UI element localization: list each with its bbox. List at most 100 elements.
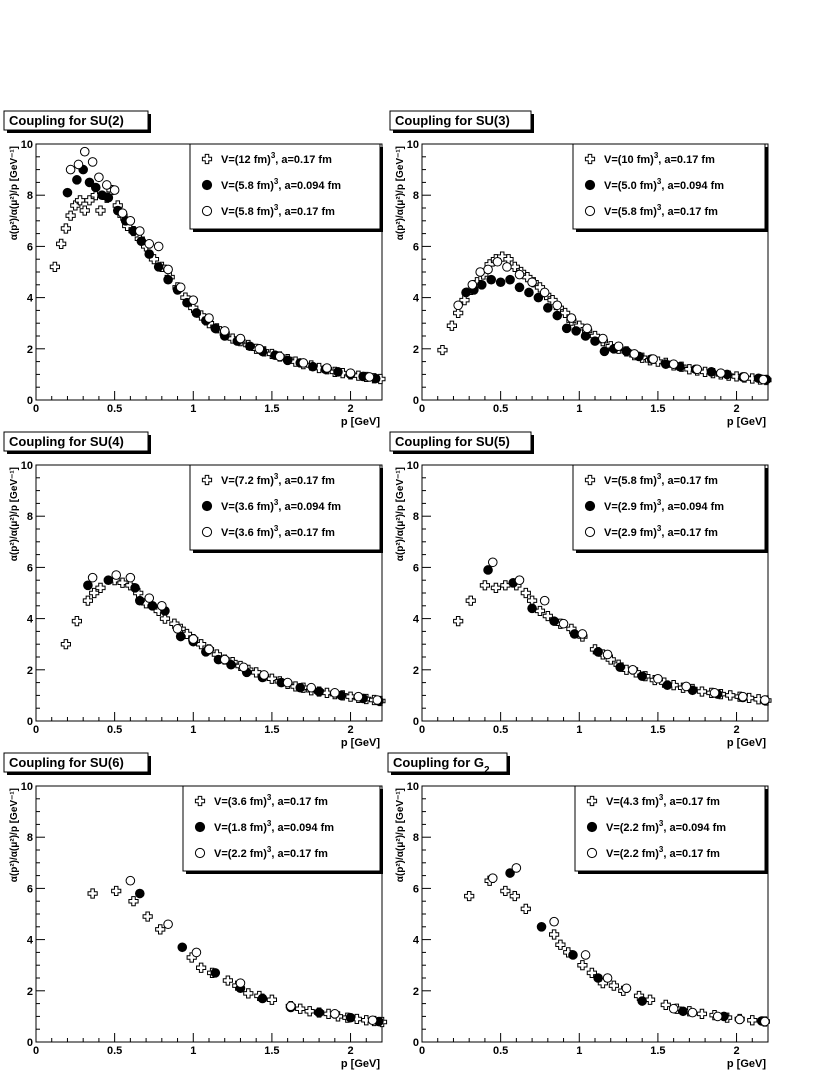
data-point [637, 671, 647, 682]
data-point [172, 624, 183, 634]
data-point [574, 320, 585, 331]
legend-marker [586, 795, 598, 807]
x-tick-label: 2 [733, 403, 739, 415]
data-point [582, 323, 592, 334]
data-point [235, 333, 246, 344]
legend-label-exponent: 3 [657, 524, 662, 533]
data-point [304, 1006, 315, 1017]
data-point [696, 686, 708, 697]
chart-panel-3: 0 0.5 1 1.5 2 0 2 4 6 8 10 p [GeV] α(p²)/α(μ²)/p [Ge… [3, 431, 386, 749]
chart-panel-1: 0 0.5 1 1.5 2 0 2 4 6 8 10 p [GeV] α(p²)/α(μ²)/p [Ge… [3, 110, 386, 428]
data-point [483, 264, 493, 275]
legend-label: V=(2.2 fm)3, a=0.17 fm [606, 845, 720, 860]
data-point [235, 978, 246, 988]
legend-label: V=(3.6 fm)3, a=0.17 fm [214, 793, 328, 808]
chart-title-box: Coupling for SU(5) [389, 431, 534, 454]
data-point [82, 595, 93, 606]
y-tick-label: 6 [27, 241, 33, 253]
data-point [155, 924, 166, 935]
legend-label-volume: V=(3.6 fm) [221, 527, 274, 539]
x-tick-label: 0.5 [107, 1045, 122, 1057]
data-point [135, 226, 145, 236]
x-tick-label: 0 [419, 403, 425, 415]
legend-label-exponent: 3 [274, 498, 279, 507]
x-tick-label: 1.5 [264, 1045, 279, 1057]
x-tick-label: 1.5 [650, 1045, 665, 1057]
title-text: Coupling for SU(4) [9, 434, 124, 449]
y-tick-label: 4 [27, 614, 34, 626]
data-point [101, 180, 112, 190]
data-point [130, 583, 140, 593]
data-point [49, 261, 60, 272]
legend: V=(4.3 fm)3, a=0.17 fmV=(2.2 fm)3, a=0.0… [574, 785, 768, 874]
x-tick-label: 2 [733, 1045, 739, 1057]
data-point [60, 223, 71, 234]
legend-label-spacing: , a=0.17 fm [278, 475, 335, 487]
legend-label-spacing: , a=0.17 fm [661, 527, 718, 539]
data-point [306, 682, 317, 693]
data-point [580, 950, 591, 960]
data-point [125, 875, 136, 886]
chart-title-box: Coupling for SU(2) [3, 110, 151, 133]
data-point [549, 929, 560, 940]
y-tick-label: 4 [413, 935, 420, 947]
data-point [191, 947, 202, 958]
legend-label-spacing: , a=0.17 fm [663, 796, 720, 808]
data-point [322, 363, 332, 373]
y-tick-label: 0 [27, 1037, 33, 1049]
data-point [111, 570, 122, 580]
title-frame [3, 110, 149, 131]
data-point [709, 688, 720, 698]
data-point [487, 557, 498, 568]
data-point [514, 282, 525, 293]
legend-label: V=(5.8 fm)3, a=0.17 fm [604, 203, 718, 218]
data-point [204, 644, 214, 655]
data-point [204, 313, 214, 323]
legend-label-exponent: 3 [267, 845, 272, 854]
data-point [696, 1008, 708, 1019]
data-point [60, 639, 71, 650]
legend-label-spacing: , a=0.17 fm [661, 475, 718, 487]
legend-label: V=(10 fm)3, a=0.17 fm [604, 151, 715, 166]
x-tick-label: 1.5 [650, 403, 665, 415]
x-axis-label: p [GeV] [341, 737, 380, 749]
legend-label-exponent: 3 [657, 472, 662, 481]
data-point [731, 371, 742, 382]
data-point [196, 962, 207, 973]
y-tick-label: 6 [413, 241, 419, 253]
legend-frame [189, 143, 381, 230]
y-tick-label: 10 [21, 139, 33, 151]
x-axis-label: p [GeV] [727, 737, 766, 749]
legend-label-spacing: , a=0.17 fm [271, 848, 328, 860]
series-open [487, 557, 770, 705]
data-point [89, 587, 100, 599]
chart-title-box: Coupling for G2 [387, 752, 510, 776]
legend-label: V=(5.0 fm)3, a=0.094 fm [604, 177, 724, 192]
data-point [662, 680, 673, 690]
data-point [111, 885, 122, 897]
data-point [464, 890, 475, 902]
data-point [87, 157, 98, 167]
title-frame [387, 752, 508, 773]
x-tick-label: 2 [347, 1045, 353, 1057]
data-point [668, 359, 679, 369]
data-point [222, 975, 233, 986]
legend-label-volume: V=(2.2 fm) [606, 848, 659, 860]
data-point [135, 888, 145, 899]
data-point [569, 629, 580, 639]
chart-title-box: Coupling for SU(3) [389, 110, 534, 133]
data-point [739, 372, 750, 382]
data-point [314, 686, 324, 697]
legend-marker [201, 179, 213, 191]
data-point [629, 349, 640, 359]
legend-label-spacing: , a=0.094 fm [271, 822, 334, 834]
data-point [561, 323, 572, 334]
data-point [520, 587, 531, 599]
title-text: Coupling for SU(5) [395, 434, 510, 449]
chart-panel-6: 0 0.5 1 1.5 2 0 2 4 6 8 10 p [GeV] α(p²)/α(μ²)/p [Ge… [387, 752, 770, 1070]
y-tick-label: 2 [27, 986, 33, 998]
title-text: Coupling for SU(3) [395, 113, 510, 128]
x-tick-label: 2 [347, 724, 353, 736]
data-point [153, 262, 164, 272]
y-tick-label: 4 [27, 935, 34, 947]
